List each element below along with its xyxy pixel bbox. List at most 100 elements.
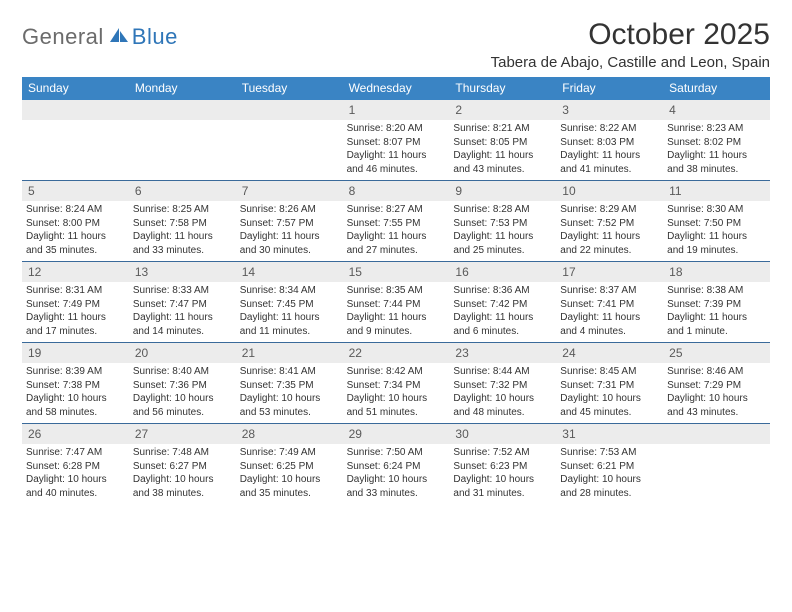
- daylight-text: Daylight: 11 hours and 4 minutes.: [560, 311, 659, 338]
- daylight-text: Daylight: 11 hours and 30 minutes.: [240, 230, 339, 257]
- day-number: 20: [129, 343, 236, 363]
- day-cell: 3Sunrise: 8:22 AMSunset: 8:03 PMDaylight…: [556, 100, 663, 180]
- sunrise-text: Sunrise: 7:48 AM: [133, 446, 232, 460]
- sunrise-text: Sunrise: 8:45 AM: [560, 365, 659, 379]
- day-cell: 24Sunrise: 8:45 AMSunset: 7:31 PMDayligh…: [556, 343, 663, 423]
- sunrise-text: Sunrise: 8:23 AM: [667, 122, 766, 136]
- weekday-header-cell: Saturday: [663, 77, 770, 100]
- sunset-text: Sunset: 8:02 PM: [667, 136, 766, 150]
- sunrise-text: Sunrise: 8:40 AM: [133, 365, 232, 379]
- day-number: 29: [343, 424, 450, 444]
- sunrise-text: Sunrise: 8:25 AM: [133, 203, 232, 217]
- day-number: 31: [556, 424, 663, 444]
- day-number: 23: [449, 343, 556, 363]
- day-cell: 10Sunrise: 8:29 AMSunset: 7:52 PMDayligh…: [556, 181, 663, 261]
- day-cell: 6Sunrise: 8:25 AMSunset: 7:58 PMDaylight…: [129, 181, 236, 261]
- sunset-text: Sunset: 7:32 PM: [453, 379, 552, 393]
- sunset-text: Sunset: 8:05 PM: [453, 136, 552, 150]
- sunset-text: Sunset: 7:49 PM: [26, 298, 125, 312]
- day-cell: [663, 424, 770, 504]
- day-number: 12: [22, 262, 129, 282]
- day-cell: 21Sunrise: 8:41 AMSunset: 7:35 PMDayligh…: [236, 343, 343, 423]
- day-number: 11: [663, 181, 770, 201]
- day-cell: 1Sunrise: 8:20 AMSunset: 8:07 PMDaylight…: [343, 100, 450, 180]
- sunrise-text: Sunrise: 8:31 AM: [26, 284, 125, 298]
- sunset-text: Sunset: 7:31 PM: [560, 379, 659, 393]
- weekday-header-cell: Monday: [129, 77, 236, 100]
- day-info: Sunrise: 8:24 AMSunset: 8:00 PMDaylight:…: [22, 201, 129, 261]
- day-number: 30: [449, 424, 556, 444]
- daylight-text: Daylight: 10 hours and 38 minutes.: [133, 473, 232, 500]
- sunrise-text: Sunrise: 8:21 AM: [453, 122, 552, 136]
- day-number: 21: [236, 343, 343, 363]
- empty-day-number: [129, 100, 236, 120]
- day-number: 1: [343, 100, 450, 120]
- day-info: Sunrise: 8:42 AMSunset: 7:34 PMDaylight:…: [343, 363, 450, 423]
- day-info: Sunrise: 8:22 AMSunset: 8:03 PMDaylight:…: [556, 120, 663, 180]
- week-row: 26Sunrise: 7:47 AMSunset: 6:28 PMDayligh…: [22, 424, 770, 504]
- sunset-text: Sunset: 7:42 PM: [453, 298, 552, 312]
- sunrise-text: Sunrise: 8:36 AM: [453, 284, 552, 298]
- brand-logo: General Blue: [22, 24, 178, 50]
- day-cell: 17Sunrise: 8:37 AMSunset: 7:41 PMDayligh…: [556, 262, 663, 342]
- day-info: Sunrise: 8:27 AMSunset: 7:55 PMDaylight:…: [343, 201, 450, 261]
- day-number: 15: [343, 262, 450, 282]
- sunset-text: Sunset: 6:28 PM: [26, 460, 125, 474]
- day-number: 6: [129, 181, 236, 201]
- sunrise-text: Sunrise: 8:37 AM: [560, 284, 659, 298]
- daylight-text: Daylight: 11 hours and 19 minutes.: [667, 230, 766, 257]
- day-info: Sunrise: 8:36 AMSunset: 7:42 PMDaylight:…: [449, 282, 556, 342]
- daylight-text: Daylight: 10 hours and 48 minutes.: [453, 392, 552, 419]
- day-cell: 31Sunrise: 7:53 AMSunset: 6:21 PMDayligh…: [556, 424, 663, 504]
- day-number: 2: [449, 100, 556, 120]
- daylight-text: Daylight: 11 hours and 22 minutes.: [560, 230, 659, 257]
- daylight-text: Daylight: 10 hours and 33 minutes.: [347, 473, 446, 500]
- sunrise-text: Sunrise: 8:28 AM: [453, 203, 552, 217]
- week-row: 5Sunrise: 8:24 AMSunset: 8:00 PMDaylight…: [22, 181, 770, 262]
- sunrise-text: Sunrise: 8:42 AM: [347, 365, 446, 379]
- day-info: Sunrise: 8:35 AMSunset: 7:44 PMDaylight:…: [343, 282, 450, 342]
- sunset-text: Sunset: 7:39 PM: [667, 298, 766, 312]
- day-info: Sunrise: 8:30 AMSunset: 7:50 PMDaylight:…: [663, 201, 770, 261]
- sunrise-text: Sunrise: 8:39 AM: [26, 365, 125, 379]
- day-cell: 7Sunrise: 8:26 AMSunset: 7:57 PMDaylight…: [236, 181, 343, 261]
- weekday-header-cell: Wednesday: [343, 77, 450, 100]
- day-cell: 19Sunrise: 8:39 AMSunset: 7:38 PMDayligh…: [22, 343, 129, 423]
- daylight-text: Daylight: 10 hours and 53 minutes.: [240, 392, 339, 419]
- daylight-text: Daylight: 11 hours and 6 minutes.: [453, 311, 552, 338]
- week-row: 19Sunrise: 8:39 AMSunset: 7:38 PMDayligh…: [22, 343, 770, 424]
- daylight-text: Daylight: 11 hours and 14 minutes.: [133, 311, 232, 338]
- day-info: Sunrise: 8:45 AMSunset: 7:31 PMDaylight:…: [556, 363, 663, 423]
- daylight-text: Daylight: 10 hours and 45 minutes.: [560, 392, 659, 419]
- day-number: 19: [22, 343, 129, 363]
- day-cell: 28Sunrise: 7:49 AMSunset: 6:25 PMDayligh…: [236, 424, 343, 504]
- sunset-text: Sunset: 7:36 PM: [133, 379, 232, 393]
- sunset-text: Sunset: 7:53 PM: [453, 217, 552, 231]
- day-number: 8: [343, 181, 450, 201]
- sunrise-text: Sunrise: 8:26 AM: [240, 203, 339, 217]
- sunrise-text: Sunrise: 7:50 AM: [347, 446, 446, 460]
- sunset-text: Sunset: 6:21 PM: [560, 460, 659, 474]
- sunrise-text: Sunrise: 8:20 AM: [347, 122, 446, 136]
- daylight-text: Daylight: 10 hours and 51 minutes.: [347, 392, 446, 419]
- day-info: Sunrise: 8:23 AMSunset: 8:02 PMDaylight:…: [663, 120, 770, 180]
- daylight-text: Daylight: 11 hours and 46 minutes.: [347, 149, 446, 176]
- sunset-text: Sunset: 7:52 PM: [560, 217, 659, 231]
- day-info: Sunrise: 8:21 AMSunset: 8:05 PMDaylight:…: [449, 120, 556, 180]
- day-cell: 27Sunrise: 7:48 AMSunset: 6:27 PMDayligh…: [129, 424, 236, 504]
- daylight-text: Daylight: 11 hours and 38 minutes.: [667, 149, 766, 176]
- day-number: 9: [449, 181, 556, 201]
- sunset-text: Sunset: 7:41 PM: [560, 298, 659, 312]
- day-cell: 29Sunrise: 7:50 AMSunset: 6:24 PMDayligh…: [343, 424, 450, 504]
- month-title: October 2025: [491, 18, 770, 52]
- daylight-text: Daylight: 11 hours and 43 minutes.: [453, 149, 552, 176]
- location-text: Tabera de Abajo, Castille and Leon, Spai…: [491, 54, 770, 71]
- sunrise-text: Sunrise: 8:41 AM: [240, 365, 339, 379]
- day-number: 27: [129, 424, 236, 444]
- sunset-text: Sunset: 7:44 PM: [347, 298, 446, 312]
- weekday-header-cell: Friday: [556, 77, 663, 100]
- sunrise-text: Sunrise: 8:35 AM: [347, 284, 446, 298]
- daylight-text: Daylight: 10 hours and 28 minutes.: [560, 473, 659, 500]
- day-number: 13: [129, 262, 236, 282]
- empty-day-number: [22, 100, 129, 120]
